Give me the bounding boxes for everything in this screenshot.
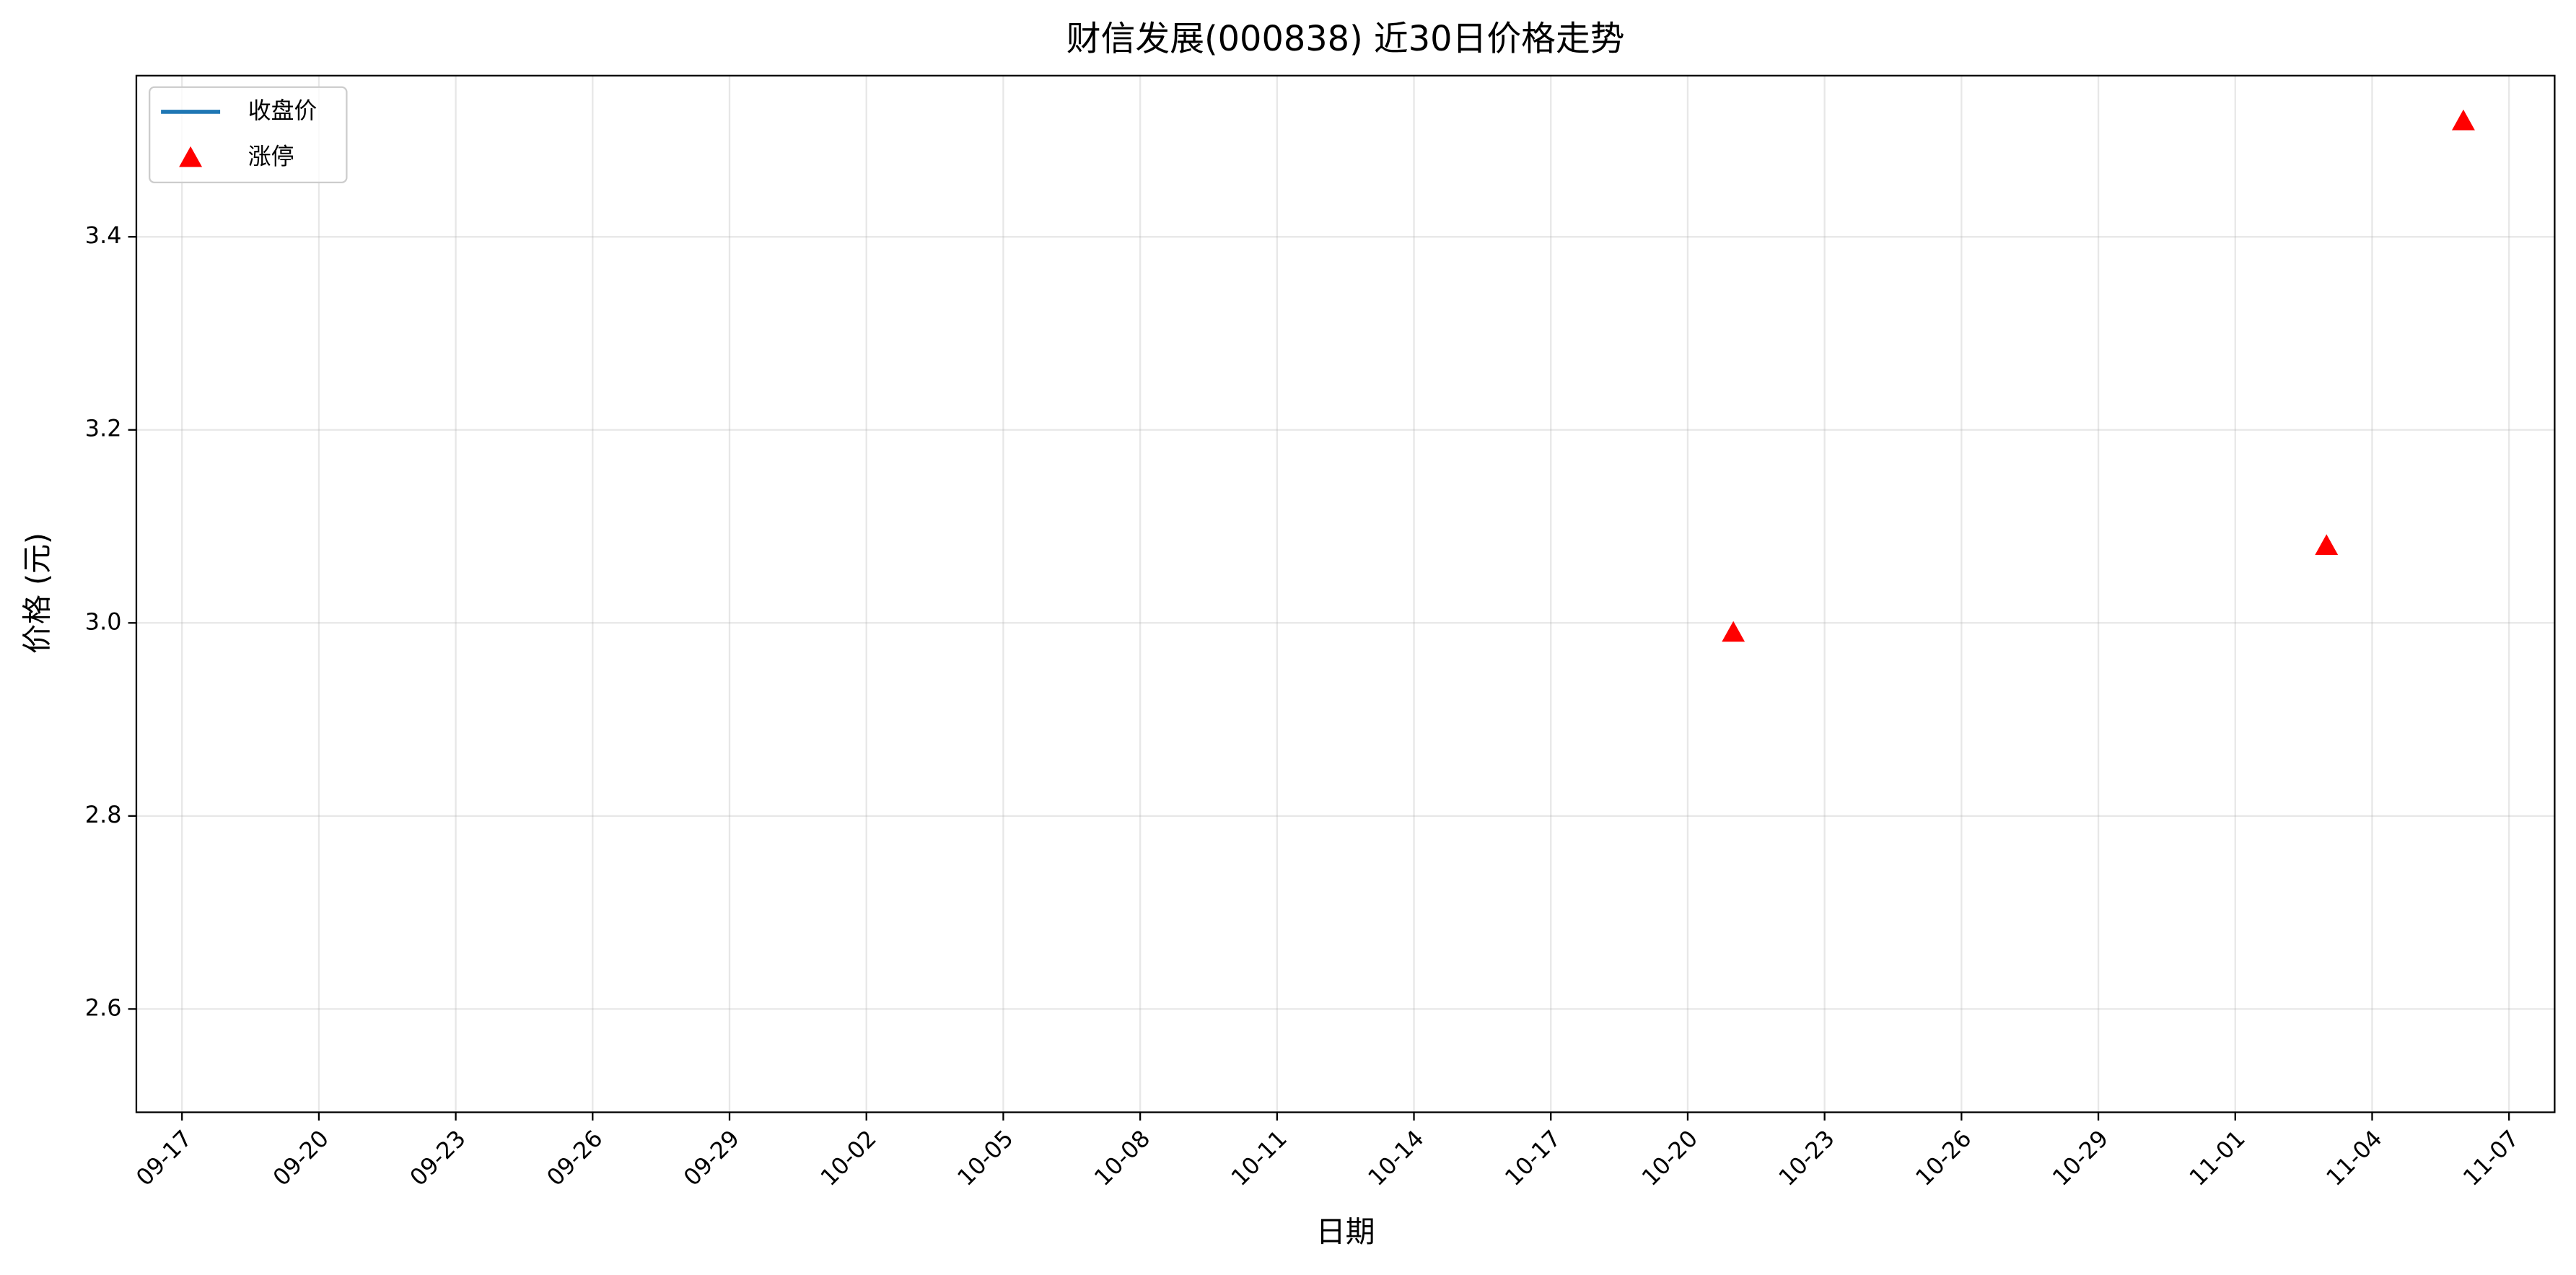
y-tick-label: 2.6 <box>85 994 122 1021</box>
limit-up-marker <box>1722 621 1745 642</box>
y-tick-label: 3.0 <box>85 608 122 635</box>
x-axis-label: 日期 <box>1316 1214 1375 1249</box>
y-tick-label: 3.2 <box>85 415 122 442</box>
y-tick-label: 3.4 <box>85 222 122 249</box>
limit-up-marker <box>2315 534 2339 556</box>
y-axis-label: 价格 (元) <box>20 533 55 654</box>
legend-label: 涨停 <box>248 143 294 170</box>
legend-label: 收盘价 <box>248 97 317 124</box>
plot-frame <box>135 74 2556 1113</box>
legend-swatch <box>179 146 203 167</box>
y-tick-label: 2.8 <box>85 801 122 828</box>
chart-title: 财信发展(000838) 近30日价格走势 <box>1066 19 1625 59</box>
limit-up-marker <box>2451 109 2475 131</box>
